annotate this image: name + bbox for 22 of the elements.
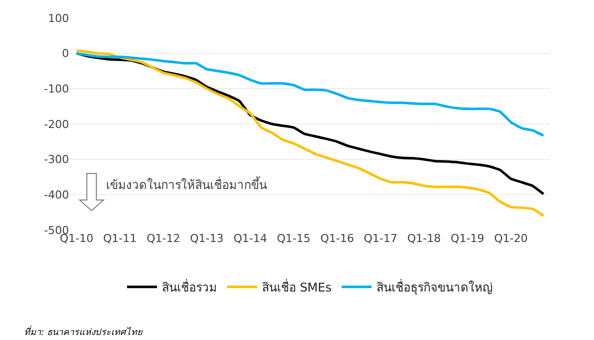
- x-tick-label: Q1-20: [494, 232, 528, 245]
- x-tick-label: Q1-12: [146, 232, 180, 245]
- x-tick-label: Q1-11: [103, 232, 137, 245]
- y-tick-label: 100: [48, 12, 69, 25]
- y-tick-label: -100: [44, 82, 69, 96]
- y-tick-label: -200: [44, 118, 69, 131]
- x-tick-label: Q1-15: [276, 232, 311, 245]
- legend-label: สินเชื่อธุรกิจขนาดใหญ่: [376, 278, 493, 296]
- x-tick-label: Q1-19: [450, 232, 484, 245]
- x-tick-label: Q1-16: [320, 232, 354, 245]
- y-tick-label: 0: [62, 47, 69, 60]
- y-tick-label: -400: [44, 188, 69, 202]
- x-tick-label: Q1-18: [407, 232, 441, 245]
- y-tick-label: -300: [44, 153, 69, 166]
- legend-label: สินเชื่อ SMEs: [262, 278, 332, 295]
- line-series: [75, 52, 545, 137]
- x-tick-label: Q1-13: [190, 232, 224, 245]
- text: ที่มา: ธนาคารแห่งประเทศไทย: [24, 325, 143, 338]
- x-tick-label: Q1-17: [364, 232, 398, 245]
- annotation: เข้มงวดในการให้สินเชื่อมากขึ้น: [106, 176, 267, 192]
- legend-label: สินเชื่อรวม: [162, 278, 217, 295]
- x-tick-label: Q1-14: [233, 232, 268, 245]
